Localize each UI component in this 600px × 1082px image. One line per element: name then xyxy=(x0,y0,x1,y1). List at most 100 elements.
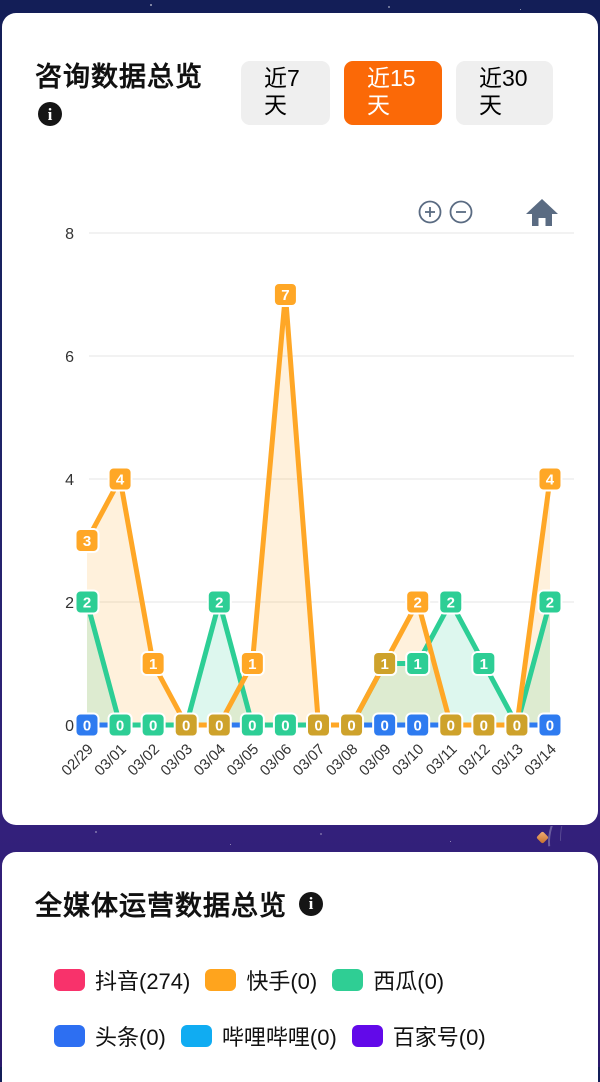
consult-data-card: 咨询数据总览 i 近7天 近15天 近30天 0 2 4 6 8 02/29 03/01 03… xyxy=(2,13,598,825)
x-axis-label: 03/07 xyxy=(290,741,329,780)
data-point-badge xyxy=(107,712,133,738)
legend-label: 快手(0) xyxy=(246,969,318,994)
home-icon[interactable] xyxy=(526,199,558,226)
x-axis-label: 03/08 xyxy=(323,741,362,780)
data-point-badge xyxy=(74,712,100,738)
legend-label: 哔哩哔哩(0) xyxy=(221,1025,337,1050)
star-dot xyxy=(230,844,231,845)
data-point-badge xyxy=(537,466,563,492)
legend-item-douyin[interactable]: 抖音(274) xyxy=(54,964,190,996)
series-area-green-series xyxy=(87,602,550,725)
legend-item-kuaishou[interactable]: 快手(0) xyxy=(205,964,317,996)
bilibili-color-swatch xyxy=(180,1025,212,1047)
x-axis-label: 03/02 xyxy=(124,741,163,780)
data-point-badge xyxy=(140,712,166,738)
data-point-badge xyxy=(272,282,298,307)
data-point-badge xyxy=(272,712,298,738)
zoom-in-icon[interactable] xyxy=(418,200,442,224)
x-axis-label: 03/11 xyxy=(423,741,461,779)
x-axis-label: 03/12 xyxy=(455,741,494,780)
legend-item-bilibili[interactable]: 哔哩哔哩(0) xyxy=(180,1020,337,1052)
data-point-badge xyxy=(405,589,431,615)
data-point-value: 2 xyxy=(215,595,223,612)
data-point-value: 0 xyxy=(513,718,521,735)
data-point-value: 0 xyxy=(248,718,256,735)
chart-toolbox xyxy=(418,199,558,226)
star-dot xyxy=(388,6,390,8)
legend-label: 百家号(0) xyxy=(392,1025,486,1050)
data-point-value: 0 xyxy=(215,718,223,735)
data-point-value: 0 xyxy=(414,718,422,735)
zoom-out-icon[interactable] xyxy=(449,200,473,224)
legend-item-toutiao[interactable]: 头条(0) xyxy=(54,1020,166,1052)
tab-last-30-days[interactable]: 近30天 xyxy=(456,61,553,125)
data-point-badge xyxy=(504,712,530,738)
x-axis-label: 03/04 xyxy=(191,741,230,780)
data-point-value: 2 xyxy=(83,595,91,612)
card1-title: 咨询数据总览 xyxy=(35,62,203,92)
tab-last-15-days[interactable]: 近15天 xyxy=(344,61,442,125)
legend-item-xigua[interactable]: 西瓜(0) xyxy=(332,964,444,996)
card2-title-row: 全媒体运营数据总览 i xyxy=(35,884,323,923)
data-point-badge xyxy=(438,589,464,615)
data-point-value: 0 xyxy=(83,718,91,735)
legend-label: 头条(0) xyxy=(95,1025,166,1050)
baijiahao-color-swatch xyxy=(351,1025,383,1047)
data-point-badge xyxy=(206,589,232,615)
top-background-strip xyxy=(0,0,600,13)
y-axis-tick: 4 xyxy=(65,472,74,489)
data-point-value: 2 xyxy=(447,595,455,612)
data-point-value: 1 xyxy=(480,656,488,673)
data-point-value: 0 xyxy=(380,718,388,735)
tab-last-7-days[interactable]: 近7天 xyxy=(241,61,330,125)
legend-item-baijiahao[interactable]: 百家号(0) xyxy=(351,1020,486,1052)
data-point-value: 1 xyxy=(149,656,157,673)
x-axis-label: 02/29 xyxy=(58,741,97,780)
data-point-badge xyxy=(372,651,398,676)
data-point-badge xyxy=(140,651,166,676)
platform-legend: 抖音(274) 快手(0) 西瓜(0) 头条(0) 哔哩哔哩(0) 百家号(0) xyxy=(54,964,564,1052)
x-axis-label: 03/05 xyxy=(224,741,263,780)
y-axis-tick: 6 xyxy=(65,349,74,366)
info-icon[interactable]: i xyxy=(38,102,62,126)
data-point-value: 3 xyxy=(83,533,91,550)
media-data-card: 全媒体运营数据总览 i 抖音(274) 快手(0) 西瓜(0) 头条(0) 哔哩… xyxy=(2,852,598,1082)
data-point-badge xyxy=(239,712,265,738)
y-axis-tick: 0 xyxy=(65,718,74,735)
data-point-badge xyxy=(173,712,199,738)
star-dot xyxy=(520,9,521,10)
data-point-value: 0 xyxy=(314,718,322,735)
y-axis-tick: 8 xyxy=(65,226,74,243)
toutiao-color-swatch xyxy=(54,1025,85,1047)
legend-label: 西瓜(0) xyxy=(373,969,445,994)
legend-label: 抖音(274) xyxy=(95,969,191,994)
data-point-badge xyxy=(206,712,232,738)
middle-background-strip xyxy=(0,826,600,852)
data-point-badge xyxy=(471,651,497,676)
data-point-value: 0 xyxy=(182,718,190,735)
x-axis-label: 03/01 xyxy=(91,741,130,780)
y-axis-tick: 2 xyxy=(65,595,74,612)
data-point-badge xyxy=(339,712,365,738)
data-point-value: 1 xyxy=(380,656,388,673)
x-axis-label: 03/10 xyxy=(389,741,428,780)
data-point-value: 0 xyxy=(149,718,157,735)
x-axis-label: 03/06 xyxy=(257,741,296,780)
data-point-value: 0 xyxy=(447,718,455,735)
info-icon[interactable]: i xyxy=(299,891,323,916)
data-point-badge xyxy=(537,589,563,615)
data-point-badge xyxy=(74,589,100,615)
star-dot xyxy=(150,4,152,6)
data-point-value: 0 xyxy=(546,718,554,735)
data-point-badge xyxy=(438,712,464,738)
data-point-value: 7 xyxy=(281,287,289,304)
data-point-badge xyxy=(471,712,497,738)
data-point-badge xyxy=(372,712,398,738)
data-point-badge xyxy=(107,466,133,492)
x-axis-label: 03/09 xyxy=(356,741,395,780)
x-axis-label: 03/14 xyxy=(521,741,560,780)
star-dot xyxy=(95,831,97,833)
data-point-badge xyxy=(74,528,100,553)
data-point-badge xyxy=(405,712,431,738)
